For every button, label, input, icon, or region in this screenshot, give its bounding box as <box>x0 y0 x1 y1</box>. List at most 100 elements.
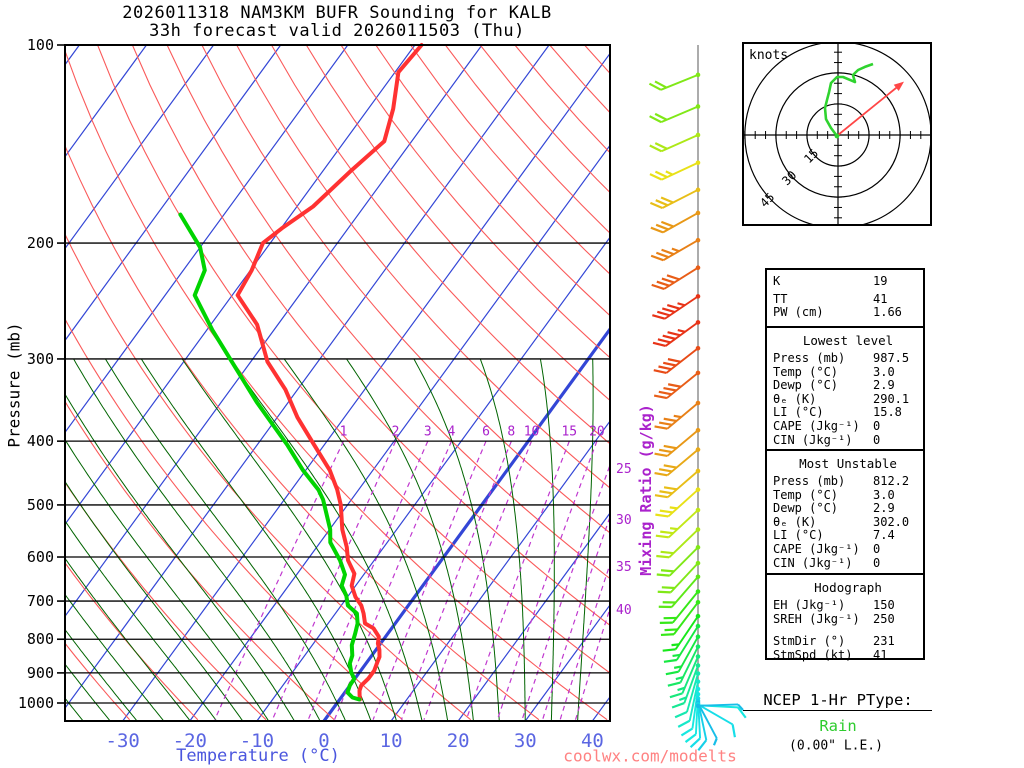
wind-barb-877mb <box>671 663 701 709</box>
wind-barb-350mb <box>654 400 701 430</box>
dry-adiabat-420K <box>444 45 610 234</box>
moist-adiabat--4C <box>73 358 321 721</box>
wind-barb-385mb <box>654 427 701 458</box>
stats-label: LI (°C) <box>773 405 824 420</box>
mixing-ratio-line-4 <box>333 440 453 720</box>
stats-label: Press (mb) <box>773 351 846 365</box>
wind-barb-289mb <box>653 345 701 374</box>
wind-barb-643mb <box>658 574 701 609</box>
pressure-tick-400: 400 <box>26 432 54 451</box>
wind-barb-444mb <box>654 468 701 499</box>
hodograph-trace <box>823 62 874 137</box>
stats-row: Press (mb) 812.2 <box>773 474 923 489</box>
wind-barb-545mb <box>656 527 701 559</box>
wind-barb-412mb <box>654 447 701 477</box>
mixing-ratio-line-10 <box>423 440 533 720</box>
temperature-axis-label: Temperature (°C) <box>176 746 340 766</box>
stats-box-hodograph: Hodograph EH (Jkg⁻¹) 150 SREH (Jkg⁻¹) 250 Stm… <box>765 573 925 662</box>
stats-box-indices: K 19 TT 41 PW (cm) 1.66 <box>765 268 925 328</box>
dry-adiabat-260K <box>65 481 267 721</box>
wind-barb-613mb <box>657 560 701 594</box>
stats-value: 290.1 <box>873 391 910 406</box>
mixing-ratio-line-25 <box>521 463 610 720</box>
mixing-ratio-tick-right-40: 40 <box>616 603 632 619</box>
stats-label: SREH (Jkg⁻¹) <box>773 611 860 626</box>
stats-label: Dewp (°C) <box>773 378 839 393</box>
wind-barb-902mb <box>674 671 701 719</box>
moist-adiabat-0C <box>104 358 347 721</box>
wind-barb-1010mb <box>695 703 744 711</box>
wind-barb-509mb <box>655 507 701 539</box>
dry-adiabat-380K <box>305 45 610 402</box>
stats-value: 19 <box>873 274 888 288</box>
moist-adiabat-20C <box>346 358 474 721</box>
temperature-tick-30: 30 <box>513 730 537 752</box>
pressure-tick-100: 100 <box>26 36 54 54</box>
stats-value: 231 <box>873 634 895 649</box>
mixing-ratio-line-15 <box>465 440 570 720</box>
stats-row: Dewp (°C) 2.9 <box>773 502 923 516</box>
stats-value: 41 <box>873 647 888 662</box>
stats-label: Press (mb) <box>773 474 846 488</box>
temperature-tick-40: 40 <box>580 730 604 752</box>
stats-value: 2.9 <box>873 378 895 393</box>
dry-adiabat-280K <box>65 317 403 721</box>
stats-row: Dewp (°C) 2.9 <box>773 379 923 393</box>
stats-value: 0 <box>873 432 881 447</box>
mixing-ratio-line-30 <box>542 515 610 720</box>
temperature-tick--30: -30 <box>105 730 140 752</box>
moist-adiabat--32C <box>65 628 138 721</box>
stats-value: 812.2 <box>873 474 910 488</box>
mixing-ratio-tick-15: 15 <box>561 424 578 440</box>
pressure-tick-700: 700 <box>26 592 54 611</box>
ptype-heading: NCEP 1-Hr PType: <box>763 691 913 709</box>
sounding-curves <box>178 43 424 702</box>
mixing-ratio-tick-right-30: 30 <box>616 512 632 528</box>
stats-label: CAPE (Jkg⁻¹) <box>773 418 860 433</box>
stats-row: LI (°C) 15.8 <box>773 406 923 420</box>
moist-adiabat-12C <box>229 358 423 721</box>
mixing-ratio-tick-6: 6 <box>482 424 490 440</box>
stats-value: 1.66 <box>873 305 902 320</box>
stats-row: CIN (Jkg⁻¹) 0 <box>773 432 923 448</box>
wind-barb-315mb <box>653 370 701 400</box>
dry-adiabat-390K <box>340 45 610 359</box>
mixing-ratio-tick-1: 1 <box>339 424 348 440</box>
stats-row: θₑ (K) 302.0 <box>773 514 923 530</box>
pressure-tick-200: 200 <box>26 234 54 253</box>
moist-adiabat--16C <box>65 480 244 721</box>
stats-row: CIN (Jkg⁻¹) 0 <box>773 556 923 571</box>
stats-panel: K 19 TT 41 PW (cm) 1.66 Lowest level Press (mb)… <box>765 268 925 662</box>
moist-adiabat-32C <box>539 358 555 721</box>
temperature-tick-20: 20 <box>446 730 470 752</box>
stats-label: LI (°C) <box>773 528 824 543</box>
moist-adiabat--52C <box>0 359 2 721</box>
dry-adiabat-360K <box>236 45 610 489</box>
isotherm--70C <box>65 45 349 434</box>
mixing-ratio-tick-3: 3 <box>423 424 432 440</box>
wind-barb-793mb <box>665 634 701 676</box>
mixing-ratio-line-20 <box>496 440 598 720</box>
stats-label: PW (cm) <box>773 305 824 320</box>
stats-label: TT <box>773 291 788 306</box>
wind-barb-850mb <box>669 654 701 699</box>
wind-barb-137mb <box>649 132 701 153</box>
stats-row: θₑ (K) 290.1 <box>773 391 923 407</box>
ptype-detail: (0.00" L.E.) <box>789 738 883 754</box>
stats-label: Temp (°C) <box>773 364 839 379</box>
stats-row: CAPE (Jkg⁻¹) 0 <box>773 418 923 434</box>
stats-row: LI (°C) 7.4 <box>773 529 923 543</box>
stats-label: EH (Jkg⁻¹) <box>773 598 846 612</box>
dry-adiabat-340K <box>166 45 610 580</box>
pressure-tick-500: 500 <box>26 495 54 514</box>
mixing-ratio-tick-4: 4 <box>447 424 456 440</box>
mixing-ratio-tick-2: 2 <box>391 424 400 440</box>
isotherm--50C <box>65 45 483 618</box>
dry-adiabat-350K <box>201 45 610 534</box>
moist-adiabat-16C <box>283 358 449 721</box>
pressure-tick-900: 900 <box>26 663 54 682</box>
stats-label: θₑ (K) <box>773 514 817 529</box>
moist-adiabat-4C <box>140 358 372 721</box>
pressure-tick-1000: 1000 <box>17 694 54 712</box>
